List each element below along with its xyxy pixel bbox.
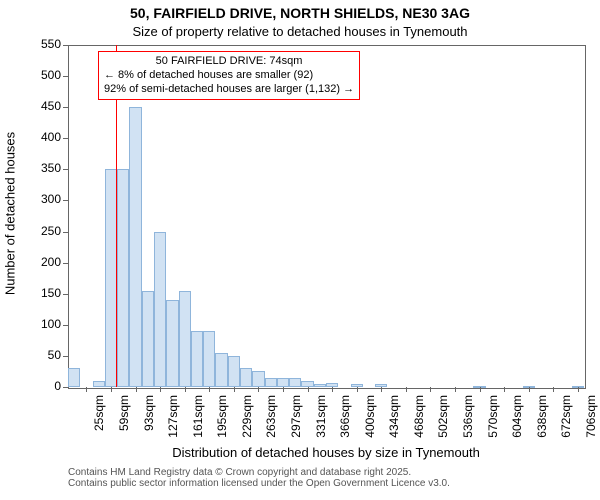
x-tick: [185, 387, 186, 392]
x-tick: [455, 387, 456, 392]
x-tick: [504, 387, 505, 392]
x-tick-label: 434sqm: [387, 395, 401, 455]
x-tick-label: 604sqm: [510, 395, 524, 455]
x-tick: [308, 387, 309, 392]
x-tick: [480, 387, 481, 392]
y-tick: [63, 387, 68, 388]
y-tick: [63, 200, 68, 201]
x-tick-label: 25sqm: [92, 395, 106, 455]
bar: [117, 169, 129, 387]
x-tick: [160, 387, 161, 392]
bar: [166, 300, 178, 387]
x-tick: [357, 387, 358, 392]
caption: Contains HM Land Registry data © Crown c…: [68, 467, 450, 489]
bar: [179, 291, 191, 387]
annotation-box: 50 FAIRFIELD DRIVE: 74sqm← 8% of detache…: [98, 51, 360, 100]
x-tick-label: 161sqm: [191, 395, 205, 455]
x-tick: [553, 387, 554, 392]
y-tick: [63, 169, 68, 170]
bar: [93, 381, 105, 387]
y-tick-label: 200: [23, 255, 61, 269]
x-tick: [578, 387, 579, 392]
y-tick: [63, 356, 68, 357]
bar: [142, 291, 154, 387]
bar: [68, 368, 80, 387]
bar: [129, 107, 141, 387]
x-tick: [209, 387, 210, 392]
y-tick-label: 350: [23, 161, 61, 175]
x-tick: [406, 387, 407, 392]
y-tick: [63, 263, 68, 264]
x-tick-label: 468sqm: [412, 395, 426, 455]
annotation-line: 50 FAIRFIELD DRIVE: 74sqm: [104, 55, 354, 69]
x-tick-label: 536sqm: [461, 395, 475, 455]
bar: [314, 384, 326, 387]
y-tick: [63, 45, 68, 46]
x-tick-label: 706sqm: [584, 395, 598, 455]
caption-line2: Contains public sector information licen…: [68, 478, 450, 489]
bar: [215, 353, 227, 387]
y-tick-label: 100: [23, 317, 61, 331]
y-tick-label: 150: [23, 286, 61, 300]
x-tick-label: 502sqm: [436, 395, 450, 455]
annotation-line: ← 8% of detached houses are smaller (92): [104, 69, 354, 83]
x-tick-label: 672sqm: [559, 395, 573, 455]
x-tick: [430, 387, 431, 392]
x-tick-label: 229sqm: [240, 395, 254, 455]
x-tick-label: 127sqm: [166, 395, 180, 455]
y-tick-label: 450: [23, 99, 61, 113]
y-tick-label: 500: [23, 68, 61, 82]
x-tick-label: 59sqm: [117, 395, 131, 455]
y-tick: [63, 138, 68, 139]
chart-title: 50, FAIRFIELD DRIVE, NORTH SHIELDS, NE30…: [0, 5, 600, 21]
chart-container: 50, FAIRFIELD DRIVE, NORTH SHIELDS, NE30…: [0, 0, 600, 500]
x-tick: [529, 387, 530, 392]
x-tick-label: 331sqm: [314, 395, 328, 455]
x-tick-label: 297sqm: [289, 395, 303, 455]
y-tick-label: 50: [23, 348, 61, 362]
y-tick-label: 300: [23, 192, 61, 206]
y-axis-label: Number of detached houses: [3, 114, 18, 314]
x-tick-label: 195sqm: [215, 395, 229, 455]
x-tick: [234, 387, 235, 392]
x-tick: [111, 387, 112, 392]
y-tick: [63, 294, 68, 295]
x-tick: [258, 387, 259, 392]
bar: [277, 378, 289, 387]
bar: [265, 378, 277, 387]
y-tick-label: 0: [23, 379, 61, 393]
x-tick-label: 263sqm: [264, 395, 278, 455]
bar: [252, 371, 264, 387]
x-tick: [332, 387, 333, 392]
y-tick-label: 400: [23, 130, 61, 144]
y-tick: [63, 76, 68, 77]
bar: [289, 378, 301, 387]
y-tick: [63, 107, 68, 108]
bar: [203, 331, 215, 387]
bar: [154, 232, 166, 387]
x-tick: [283, 387, 284, 392]
x-tick: [381, 387, 382, 392]
bar: [240, 368, 252, 387]
x-tick-label: 400sqm: [363, 395, 377, 455]
x-tick-label: 366sqm: [338, 395, 352, 455]
x-tick: [136, 387, 137, 392]
caption-line1: Contains HM Land Registry data © Crown c…: [68, 467, 450, 478]
x-tick-label: 638sqm: [535, 395, 549, 455]
x-tick-label: 570sqm: [486, 395, 500, 455]
bar: [228, 356, 240, 387]
x-tick-label: 93sqm: [142, 395, 156, 455]
chart-subtitle: Size of property relative to detached ho…: [0, 24, 600, 39]
annotation-line: 92% of semi-detached houses are larger (…: [104, 83, 354, 97]
bar: [191, 331, 203, 387]
y-tick-label: 250: [23, 224, 61, 238]
y-tick: [63, 232, 68, 233]
y-tick: [63, 325, 68, 326]
y-tick-label: 550: [23, 37, 61, 51]
x-tick: [86, 387, 87, 392]
